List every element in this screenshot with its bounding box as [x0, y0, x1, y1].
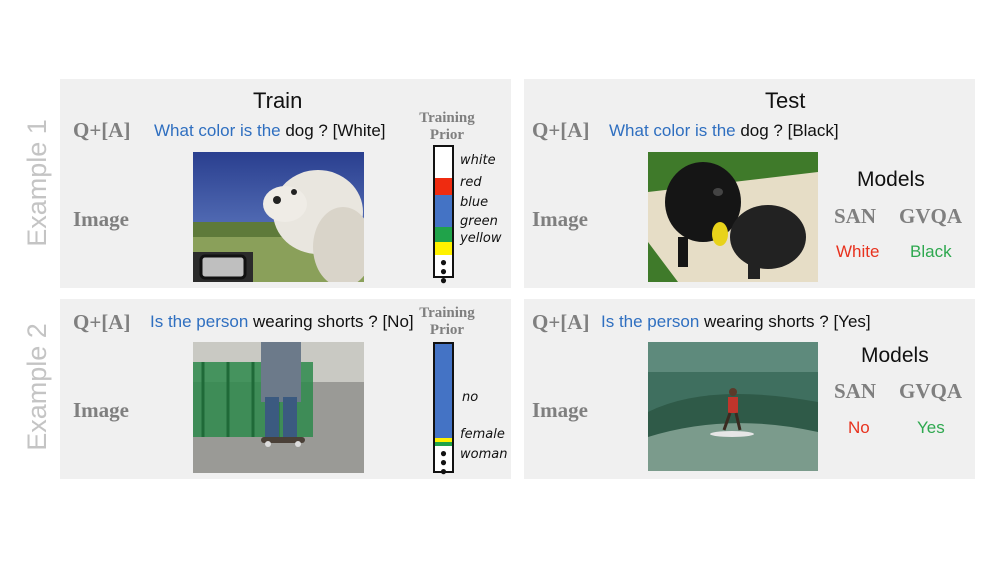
image-label: Image: [73, 207, 129, 231]
question-ex2-test: Is the person wearing shorts ? [Yes]: [601, 312, 871, 332]
surfer-photo: [648, 342, 818, 471]
image-label: Image: [532, 207, 588, 231]
model-gvqa-ex2: GVQA: [899, 379, 962, 403]
prior-label-yellow: yellow: [460, 231, 502, 246]
training-prior-bar-ex2: ● ● ●: [433, 342, 454, 478]
image-label: Image: [73, 398, 129, 422]
models-title-ex1: Models: [857, 168, 925, 191]
qa-label: Q+[A]: [73, 118, 131, 142]
prior-segment-red: [435, 178, 452, 195]
prior-label-female: female: [460, 427, 505, 442]
models-title-ex2: Models: [861, 344, 929, 367]
san-answer-ex1: White: [836, 242, 880, 261]
prior-title-line1: Training: [419, 305, 475, 321]
question-ex2-train: Is the person wearing shorts ? [No]: [150, 312, 414, 332]
skateboarder-photo: [193, 342, 364, 473]
prior-segment-female: [435, 438, 452, 442]
qa-label: Q+[A]: [73, 310, 131, 334]
question-prefix: What color is the: [154, 121, 281, 140]
question-rest: dog ? [Black]: [735, 121, 839, 140]
prior-segment-yellow: [435, 242, 452, 255]
model-san-ex1: SAN: [834, 204, 877, 228]
image-label: Image: [532, 398, 588, 422]
training-prior-title-ex2: Training Prior: [407, 305, 487, 339]
question-ex1-train: What color is the dog ? [White]: [154, 121, 386, 141]
question-rest: wearing shorts ? [Yes]: [699, 312, 871, 331]
prior-label-woman: woman: [460, 447, 508, 462]
prior-title-line1: Training: [419, 110, 475, 126]
prior-segment-woman: [435, 442, 452, 446]
question-ex1-test: What color is the dog ? [Black]: [609, 121, 839, 141]
gvqa-answer-ex1: Black: [910, 242, 952, 261]
prior-segment-white: [435, 147, 452, 178]
prior-segment-blue: [435, 195, 452, 227]
prior-label-blue: blue: [460, 195, 489, 210]
prior-label-green: green: [460, 214, 498, 229]
train-title: Train: [253, 88, 303, 113]
example-2-label: Example 2: [22, 323, 52, 451]
black-dogs-photo: [648, 152, 818, 282]
prior-segment-green: [435, 227, 452, 242]
training-prior-bar-ex1: ● ● ●: [433, 145, 454, 286]
question-rest: wearing shorts ? [No]: [248, 312, 414, 331]
training-prior-title-ex1: Training Prior: [407, 110, 487, 144]
question-prefix: Is the person: [150, 312, 249, 331]
dog-in-car-photo: [193, 152, 364, 282]
prior-segment-no: [435, 344, 452, 438]
prior-title-line2: Prior: [429, 322, 465, 338]
example-1-label: Example 1: [22, 119, 52, 247]
question-prefix: Is the person: [601, 312, 700, 331]
prior-label-red: red: [460, 175, 482, 190]
prior-ellipsis: ● ● ●: [439, 255, 448, 287]
model-gvqa-ex1: GVQA: [899, 204, 962, 228]
qa-label: Q+[A]: [532, 118, 590, 142]
test-title: Test: [765, 88, 806, 113]
prior-label-white: white: [460, 153, 496, 168]
san-answer-ex2: No: [848, 418, 870, 437]
prior-ellipsis: ● ● ●: [439, 446, 448, 478]
prior-title-line2: Prior: [429, 127, 465, 143]
prior-label-no: no: [462, 390, 479, 405]
model-san-ex2: SAN: [834, 379, 877, 403]
question-prefix: What color is the: [609, 121, 736, 140]
question-rest: dog ? [White]: [280, 121, 386, 140]
gvqa-answer-ex2: Yes: [917, 418, 945, 437]
qa-label: Q+[A]: [532, 310, 590, 334]
